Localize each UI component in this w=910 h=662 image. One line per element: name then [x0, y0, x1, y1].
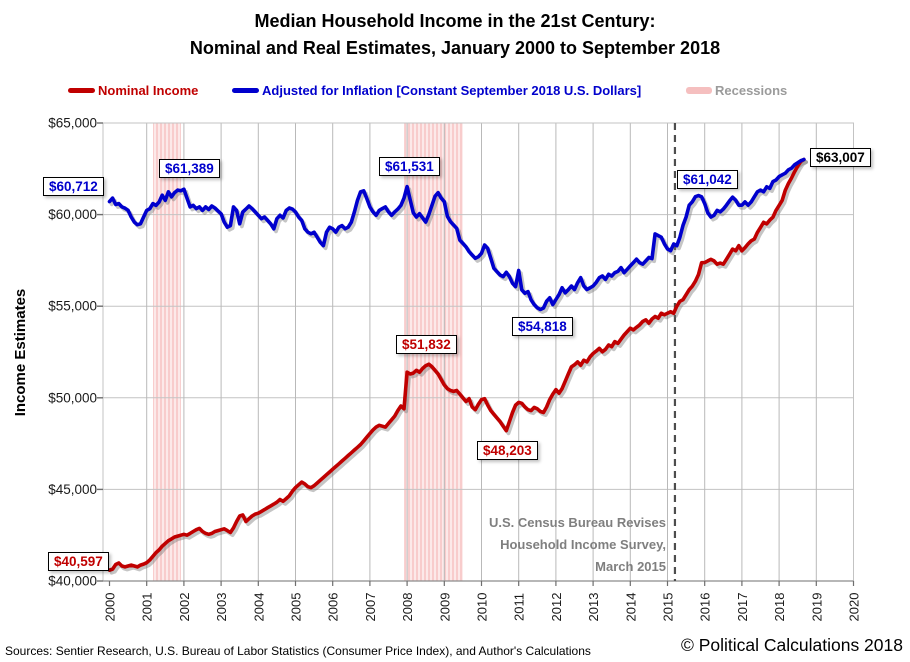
value-callout: $60,712 — [43, 177, 104, 196]
copyright-note: © Political Calculations 2018 — [680, 635, 903, 655]
x-tick-label: 2005 — [289, 593, 304, 622]
x-tick-label: 2020 — [847, 593, 862, 622]
x-tick-label: 2008 — [400, 593, 415, 622]
x-tick-label: 2000 — [103, 593, 118, 622]
y-tick-label: $40,000 — [48, 574, 97, 589]
x-tick-label: 2013 — [586, 593, 601, 622]
x-tick-label: 2014 — [623, 593, 638, 622]
y-tick-label: $45,000 — [48, 482, 97, 497]
legend-label-real: Adjusted for Inflation [Constant Septemb… — [262, 83, 642, 98]
value-callout: $61,042 — [677, 170, 738, 189]
y-tick-label: $65,000 — [48, 116, 97, 131]
x-tick-label: 2006 — [326, 593, 341, 622]
x-tick-label: 2007 — [363, 593, 378, 622]
sources-note: Sources: Sentier Research, U.S. Bureau o… — [5, 644, 591, 658]
real-income-line — [107, 157, 806, 312]
legend: Nominal Income Adjusted for Inflation [C… — [0, 83, 910, 101]
x-tick-label: 2017 — [735, 593, 750, 622]
chart-title-line1: Median Household Income in the 21st Cent… — [254, 11, 656, 31]
value-callout: $51,832 — [396, 335, 457, 354]
real-line-swatch-icon — [232, 88, 259, 93]
x-tick-label: 2009 — [437, 593, 452, 622]
x-tick-label: 2019 — [809, 593, 824, 622]
nominal-line-swatch-icon — [68, 88, 95, 93]
y-tick-label: $55,000 — [48, 299, 97, 314]
value-callout: $54,818 — [512, 317, 573, 336]
revision-annotation: U.S. Census Bureau Revises Household Inc… — [488, 515, 666, 574]
recession-band-swatch-icon — [686, 87, 712, 94]
x-tick-label: 2011 — [512, 593, 527, 621]
x-tick-label: 2001 — [140, 593, 155, 622]
nominal-income-line — [107, 157, 806, 572]
y-tick-label: $50,000 — [48, 390, 97, 405]
value-callout: $40,597 — [48, 552, 109, 571]
value-callout: $48,203 — [477, 441, 538, 460]
legend-label-nominal: Nominal Income — [98, 83, 199, 98]
x-tick-label: 2010 — [475, 593, 490, 622]
x-tick-label: 2003 — [214, 593, 229, 622]
legend-item-nominal: Nominal Income — [68, 83, 198, 98]
value-callout: $61,531 — [379, 157, 440, 176]
plot-border — [102, 122, 854, 582]
x-tick-label: 2018 — [772, 593, 787, 622]
legend-item-recessions: Recessions — [686, 83, 787, 98]
legend-label-recessions: Recessions — [715, 83, 788, 98]
x-tick-label: 2015 — [661, 593, 676, 622]
legend-item-real: Adjusted for Inflation [Constant Septemb… — [232, 83, 641, 98]
value-callout: $61,389 — [159, 159, 220, 178]
y-axis-title: Income Estimates — [12, 288, 29, 417]
x-tick-label: 2004 — [251, 593, 266, 622]
chart-title: Median Household Income in the 21st Cent… — [0, 8, 910, 62]
x-tick-label: 2016 — [698, 593, 713, 622]
value-callout: $63,007 — [810, 148, 871, 167]
x-tick-label: 2002 — [177, 593, 192, 622]
y-tick-label: $60,000 — [48, 207, 97, 222]
chart-title-line2: Nominal and Real Estimates, January 2000… — [189, 38, 721, 58]
x-tick-label: 2012 — [549, 593, 564, 622]
